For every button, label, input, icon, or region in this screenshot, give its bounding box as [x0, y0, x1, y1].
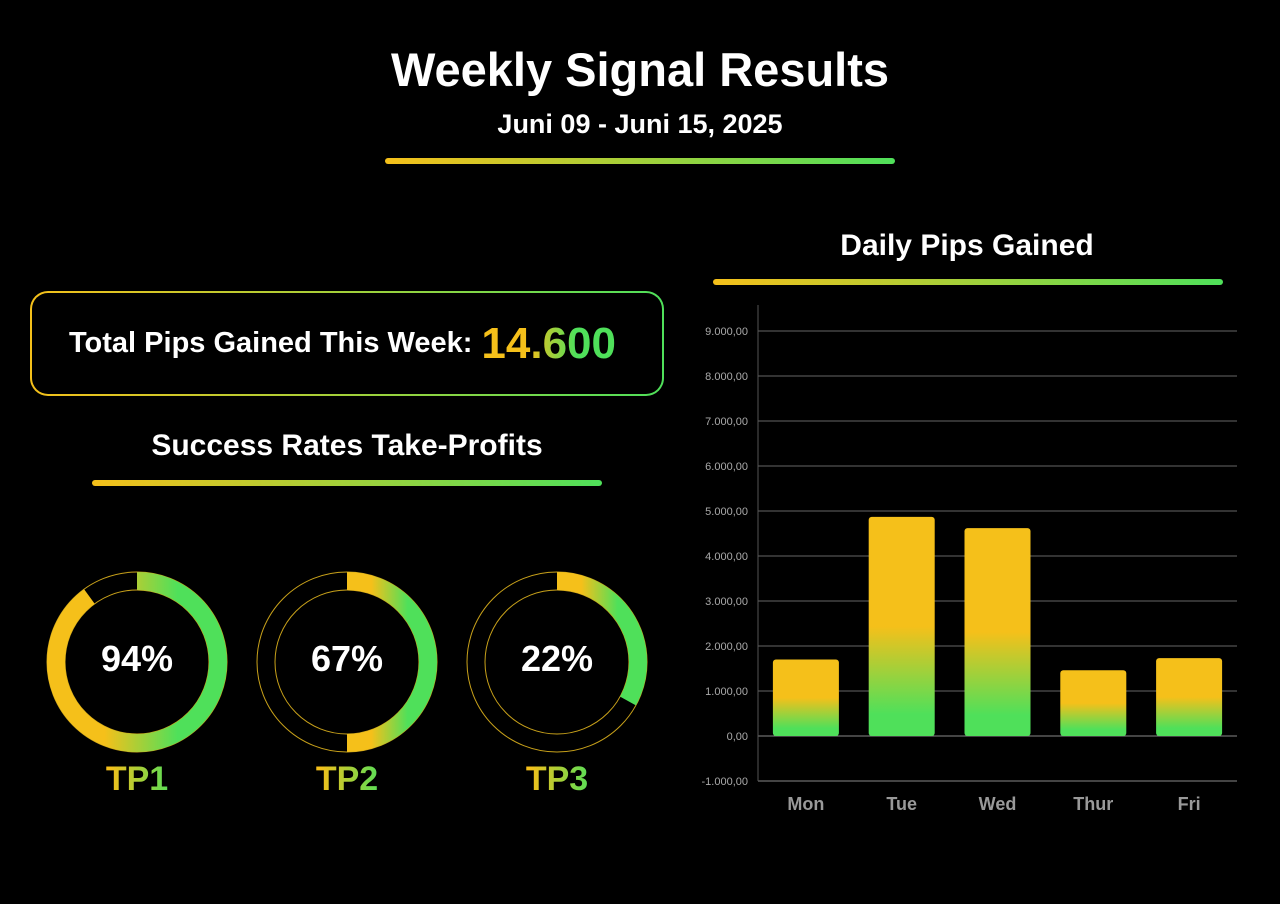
x-tick-label: Wed	[979, 794, 1017, 814]
y-tick-label: 8.000,00	[705, 371, 748, 383]
y-tick-label: 2.000,00	[705, 641, 748, 653]
total-pips-card: Total Pips Gained This Week: 14.600	[30, 291, 664, 396]
y-tick-label: 0,00	[727, 731, 748, 743]
y-tick-label: 1.000,00	[705, 686, 748, 698]
y-tick-label: 9.000,00	[705, 326, 748, 338]
y-tick-label: 3.000,00	[705, 596, 748, 608]
tp2-percent: 67%	[310, 638, 384, 679]
donut-arc-tp1	[47, 572, 227, 752]
tp3-percent: 22%	[520, 638, 594, 679]
tp1-percent: 94%	[100, 638, 174, 679]
x-tick-label: Thur	[1073, 794, 1113, 814]
date-range: Juni 09 - Juni 15, 2025	[497, 109, 783, 139]
y-tick-label: 5.000,00	[705, 506, 748, 518]
x-tick-label: Fri	[1178, 794, 1201, 814]
bar-chart: -1.000,00 0,00 1.000,00 2.000,00 3.000,00 4.0…	[702, 305, 1237, 814]
donut-charts	[46, 571, 648, 753]
total-pips-label: Total Pips Gained This Week:	[69, 327, 473, 359]
page-title: Weekly Signal Results	[390, 43, 890, 96]
chart-underline	[713, 279, 1223, 285]
bar-wed	[964, 528, 1031, 736]
x-tick-label: Tue	[886, 794, 917, 814]
chart-title: Daily Pips Gained	[840, 229, 1094, 262]
tp2-label: TP2	[257, 760, 437, 799]
tp3-label: TP3	[467, 760, 647, 799]
donut-arc-tp2	[346, 572, 437, 752]
bar-fri	[1156, 658, 1223, 736]
y-tick-label: 7.000,00	[705, 416, 748, 428]
tp1-label: TP1	[47, 760, 227, 799]
bar-thur	[1060, 670, 1127, 736]
x-tick-label: Mon	[787, 794, 824, 814]
bar-mon	[772, 659, 839, 736]
y-tick-label: 4.000,00	[705, 551, 748, 563]
title-underline	[385, 158, 895, 164]
donut-arc-tp3	[556, 572, 647, 706]
bar-tue	[868, 516, 935, 736]
total-pips-value: 14.600	[481, 318, 616, 368]
success-rates-title: Success Rates Take-Profits	[151, 429, 543, 462]
success-underline	[92, 480, 602, 486]
y-tick-label: 6.000,00	[705, 461, 748, 473]
y-tick-label: -1.000,00	[702, 776, 748, 788]
